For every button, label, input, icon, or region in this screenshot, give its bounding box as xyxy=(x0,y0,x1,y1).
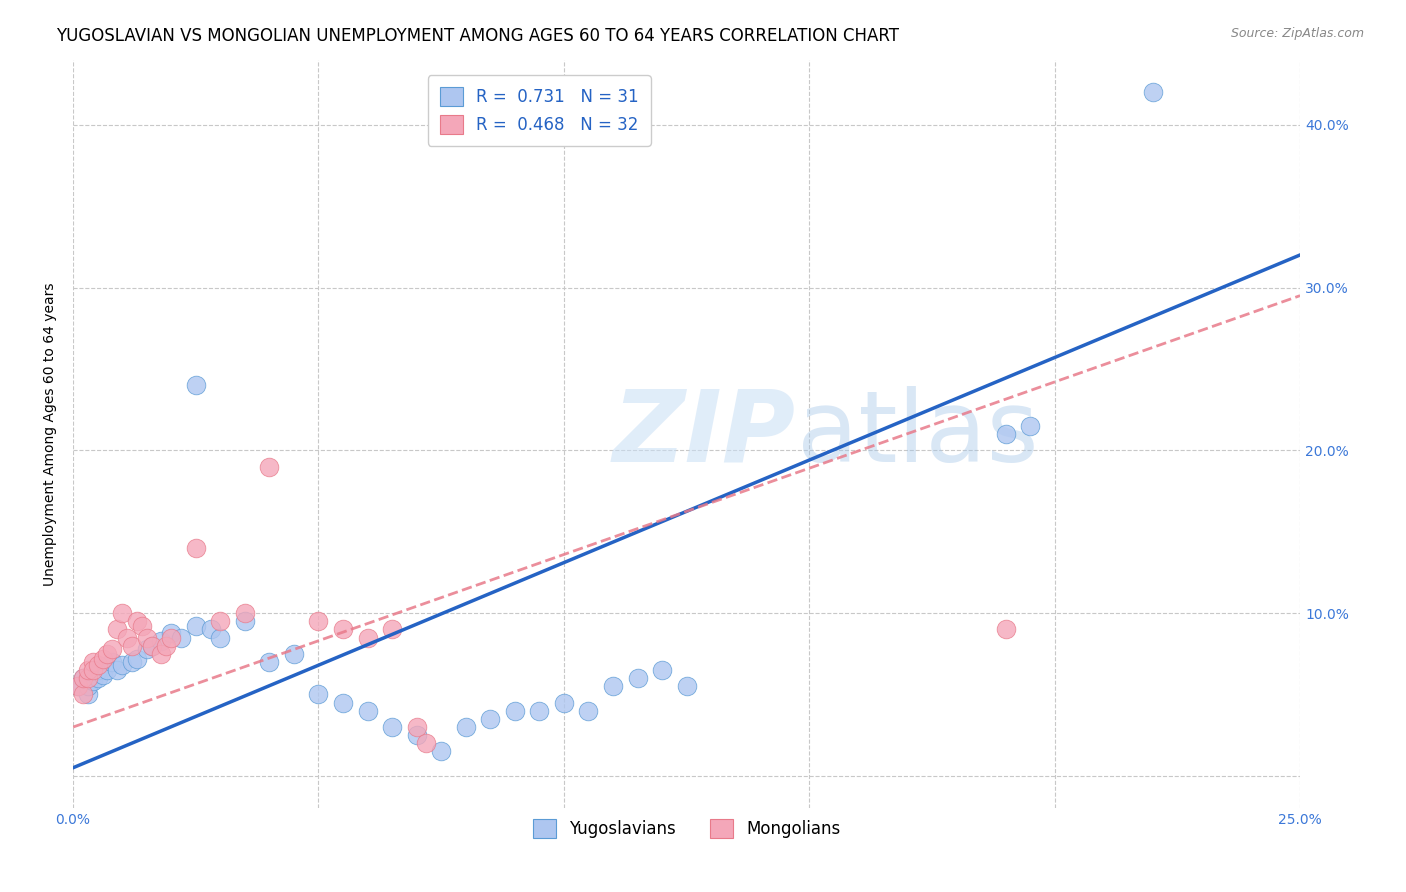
Point xyxy=(66,679,89,693)
Point xyxy=(160,631,183,645)
Point xyxy=(381,720,404,734)
Legend: Yugoslavians, Mongolians: Yugoslavians, Mongolians xyxy=(526,813,846,845)
Point xyxy=(72,688,94,702)
Point xyxy=(209,631,232,645)
Point xyxy=(82,663,104,677)
Point xyxy=(155,639,177,653)
Point xyxy=(91,668,114,682)
Point xyxy=(82,655,104,669)
Text: YUGOSLAVIAN VS MONGOLIAN UNEMPLOYMENT AMONG AGES 60 TO 64 YEARS CORRELATION CHAR: YUGOSLAVIAN VS MONGOLIAN UNEMPLOYMENT AM… xyxy=(56,27,900,45)
Point xyxy=(121,639,143,653)
Point xyxy=(200,623,222,637)
Point xyxy=(994,623,1017,637)
Point xyxy=(141,639,163,653)
Point xyxy=(82,674,104,689)
Point xyxy=(308,614,330,628)
Point xyxy=(72,671,94,685)
Point xyxy=(1019,418,1042,433)
Point xyxy=(101,641,124,656)
Point xyxy=(91,651,114,665)
Point xyxy=(150,633,173,648)
Point xyxy=(553,696,575,710)
Point xyxy=(111,606,134,620)
Point xyxy=(1142,85,1164,99)
Point xyxy=(259,655,281,669)
Point xyxy=(125,614,148,628)
Point xyxy=(405,728,427,742)
Point xyxy=(135,641,157,656)
Point xyxy=(529,704,551,718)
Point xyxy=(233,606,256,620)
Point xyxy=(994,427,1017,442)
Point xyxy=(131,619,153,633)
Point xyxy=(184,619,207,633)
Y-axis label: Unemployment Among Ages 60 to 64 years: Unemployment Among Ages 60 to 64 years xyxy=(44,282,58,586)
Point xyxy=(115,631,138,645)
Point xyxy=(72,671,94,685)
Point xyxy=(454,720,477,734)
Point xyxy=(105,663,128,677)
Point xyxy=(76,679,98,693)
Point xyxy=(76,688,98,702)
Point xyxy=(381,623,404,637)
Point xyxy=(233,614,256,628)
Text: Source: ZipAtlas.com: Source: ZipAtlas.com xyxy=(1230,27,1364,40)
Point xyxy=(96,663,118,677)
Point xyxy=(479,712,502,726)
Point xyxy=(141,639,163,653)
Point xyxy=(283,647,305,661)
Point xyxy=(184,378,207,392)
Point xyxy=(160,625,183,640)
Point xyxy=(125,651,148,665)
Point xyxy=(578,704,600,718)
Point xyxy=(184,541,207,555)
Text: ZIP: ZIP xyxy=(613,385,796,483)
Point xyxy=(405,720,427,734)
Point xyxy=(86,658,108,673)
Point xyxy=(86,671,108,685)
Point xyxy=(259,459,281,474)
Point xyxy=(651,663,673,677)
Point xyxy=(332,623,354,637)
Point xyxy=(121,655,143,669)
Point xyxy=(415,736,437,750)
Point xyxy=(150,647,173,661)
Point xyxy=(675,679,697,693)
Point xyxy=(430,744,453,758)
Point xyxy=(76,663,98,677)
Point xyxy=(356,631,378,645)
Point xyxy=(135,631,157,645)
Point xyxy=(332,696,354,710)
Text: atlas: atlas xyxy=(797,385,1039,483)
Point xyxy=(66,679,89,693)
Point xyxy=(626,671,648,685)
Point xyxy=(209,614,232,628)
Point xyxy=(105,623,128,637)
Point xyxy=(101,655,124,669)
Point xyxy=(86,663,108,677)
Point xyxy=(170,631,193,645)
Point xyxy=(76,671,98,685)
Point xyxy=(308,688,330,702)
Point xyxy=(96,647,118,661)
Point xyxy=(111,658,134,673)
Point xyxy=(503,704,526,718)
Point xyxy=(602,679,624,693)
Point xyxy=(356,704,378,718)
